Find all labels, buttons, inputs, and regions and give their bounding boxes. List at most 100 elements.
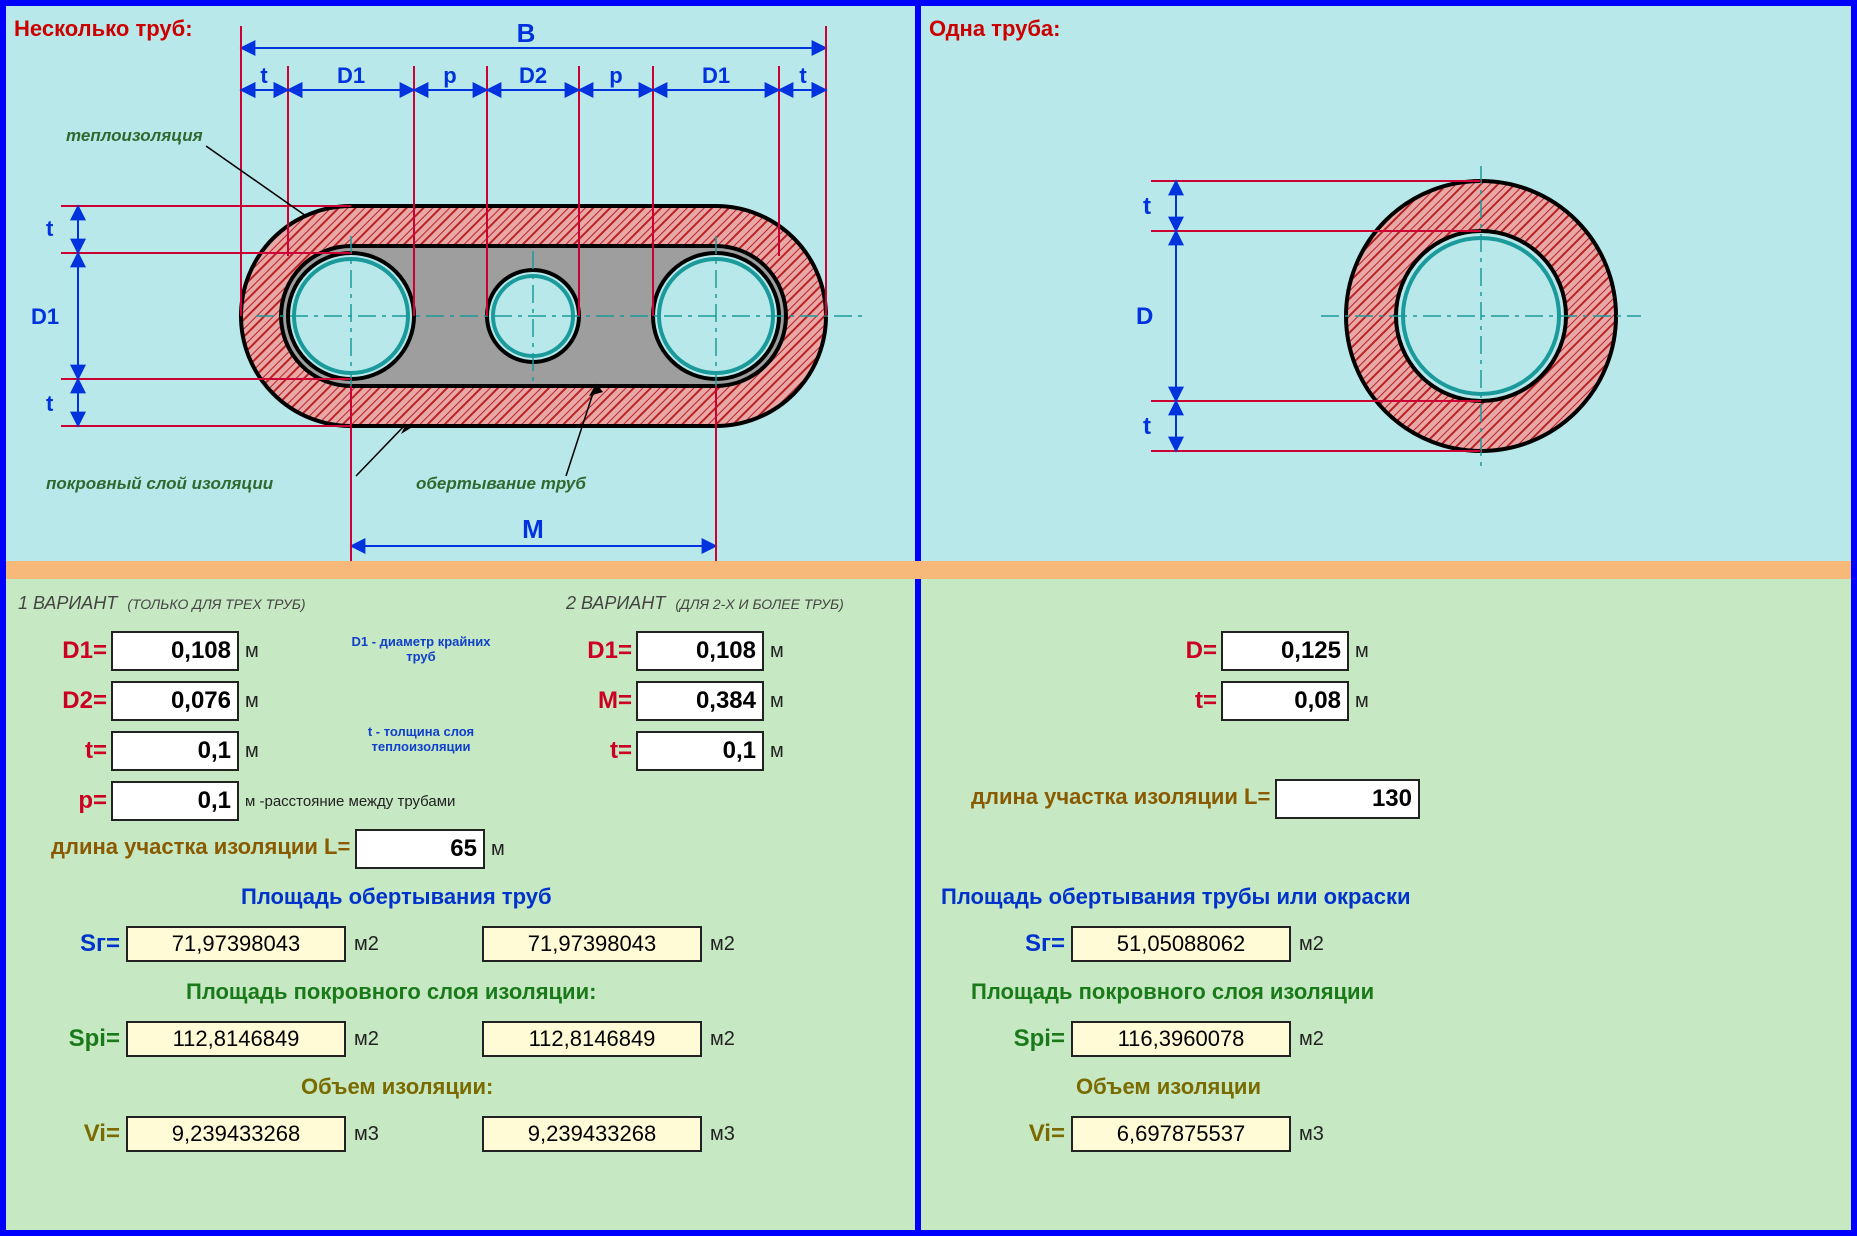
svg-text:t: t [260,63,268,88]
svg-text:B: B [517,18,536,48]
row-length-right [1271,777,1420,821]
unit-m2: м2 [702,1028,735,1051]
input-v2-m[interactable] [636,681,764,721]
row-spi-r: Spi= 116,3960078 м2 [991,1019,1324,1059]
unit-m2: м2 [702,933,735,956]
unit-m3: м3 [702,1123,735,1146]
row-v1-d1: D1= м [41,629,259,673]
input-v1-d1[interactable] [111,631,239,671]
row-sr-r: Sг= 51,05088062 м2 [991,924,1324,964]
svg-text:t: t [1143,413,1151,440]
input-v1-t[interactable] [111,731,239,771]
row-v1-t: t= м [41,729,259,773]
input-v1-p[interactable] [111,781,239,821]
heading-cover-r: Площадь покровного слоя изоляции [971,979,1374,1005]
svg-text:M: M [522,514,544,544]
row-v2-m: M= м [566,679,784,723]
svg-text:t: t [46,391,54,416]
unit-m: м [764,740,784,763]
input-v2-t[interactable] [636,731,764,771]
unit-m: м [485,838,505,861]
row-sr-a: Sг= 71,97398043 м2 [46,924,379,964]
heading-cover: Площадь покровного слоя изоляции: [186,979,596,1005]
label-spi: Spi= [991,1025,1071,1053]
unit-m-p: м -расстояние между трубами [239,793,455,810]
svg-text:D: D [1136,303,1153,330]
row-sr-b: 71,97398043 м2 [476,924,735,964]
unit-m3: м3 [1291,1123,1324,1146]
row-v1-d2: D2= м [41,679,259,723]
panel-multi-pipe-diagram: Несколько труб: [6,6,915,561]
label-m: M= [566,687,636,715]
input-s-d[interactable] [1221,631,1349,671]
unit-m: м [1349,690,1369,713]
unit-m: м [764,640,784,663]
unit-m2: м2 [1291,933,1324,956]
label-p: p= [41,787,111,815]
row-s-d: D= м [1151,629,1369,673]
row-v2-d1: D1= м [566,629,784,673]
row-spi-a: Spi= 112,8146849 м2 [46,1019,379,1059]
svg-text:t: t [799,63,807,88]
hint-d1: D1 - диаметр крайних труб [336,634,506,664]
input-length-left[interactable] [355,829,485,869]
variant2-hint: (ДЛЯ 2-Х И БОЛЕЕ ТРУБ) [675,596,844,612]
unit-m3: м3 [346,1123,379,1146]
panel-multi-calc: 1 ВАРИАНТ (ТОЛЬКО ДЛЯ ТРЕХ ТРУБ) 2 ВАРИА… [6,579,915,1230]
svg-text:t: t [1143,193,1151,220]
row-s-t: t= м [1151,679,1369,723]
val-sr-b: 71,97398043 [482,926,702,962]
svg-text:D1: D1 [702,63,730,88]
label-length-left: длина участка изоляции L= [51,834,350,860]
label-t: t= [566,737,636,765]
unit-m2: м2 [346,933,379,956]
label-length-right: длина участка изоляции L= [971,784,1270,810]
row-vi-r: Vi= 6,697875537 м3 [991,1114,1324,1154]
hint-t: t - толщина слоя теплоизоляции [336,724,506,754]
label-vi: Vi= [46,1120,126,1148]
input-v2-d1[interactable] [636,631,764,671]
label-vi: Vi= [991,1120,1071,1148]
label-d2: D2= [41,687,111,715]
heading-vol-r: Объем изоляции [1076,1074,1261,1100]
label-insulation: теплоизоляция [66,126,203,146]
diagram-single: t D t [921,6,1851,561]
variant2-title-text: 2 ВАРИАНТ [566,593,665,613]
label-sr: Sг= [46,930,126,958]
unit-m: м [1349,640,1369,663]
input-s-t[interactable] [1221,681,1349,721]
unit-m2: м2 [1291,1028,1324,1051]
unit-m: м [239,690,259,713]
label-wrap: обертывание труб [416,474,586,494]
row-v2-t: t= м [566,729,784,773]
separator-bar [6,561,1851,579]
variant1-title-text: 1 ВАРИАНТ [18,593,117,613]
heading-wrap-r: Площадь обертывания трубы или окраски [941,884,1411,910]
val-spi-b: 112,8146849 [482,1021,702,1057]
heading-vol: Объем изоляции: [301,1074,493,1100]
row-v1-p: p= м -расстояние между трубами [41,779,455,823]
label-d1: D1= [566,637,636,665]
val-spi-a: 112,8146849 [126,1021,346,1057]
val-vi-r: 6,697875537 [1071,1116,1291,1152]
label-cover: покровный слой изоляции [46,474,273,494]
variant1-hint: (ТОЛЬКО ДЛЯ ТРЕХ ТРУБ) [127,596,305,612]
svg-text:p: p [609,63,622,88]
unit-m: м [239,740,259,763]
row-vi-a: Vi= 9,239433268 м3 [46,1114,379,1154]
val-spi-r: 116,3960078 [1071,1021,1291,1057]
svg-text:D1: D1 [31,304,59,329]
row-length-left: м [351,827,505,871]
svg-text:D2: D2 [519,63,547,88]
unit-m: м [239,640,259,663]
input-v1-d2[interactable] [111,681,239,721]
row-vi-b: 9,239433268 м3 [476,1114,735,1154]
val-vi-a: 9,239433268 [126,1116,346,1152]
label-sr: Sг= [991,930,1071,958]
svg-text:t: t [46,216,54,241]
panel-single-calc: D= м t= м длина участка изоляции L= Площ… [921,579,1851,1230]
input-length-right[interactable] [1275,779,1420,819]
heading-wrap: Площадь обертывания труб [241,884,552,910]
label-t: t= [41,737,111,765]
variant2-title: 2 ВАРИАНТ (ДЛЯ 2-Х И БОЛЕЕ ТРУБ) [566,593,844,614]
